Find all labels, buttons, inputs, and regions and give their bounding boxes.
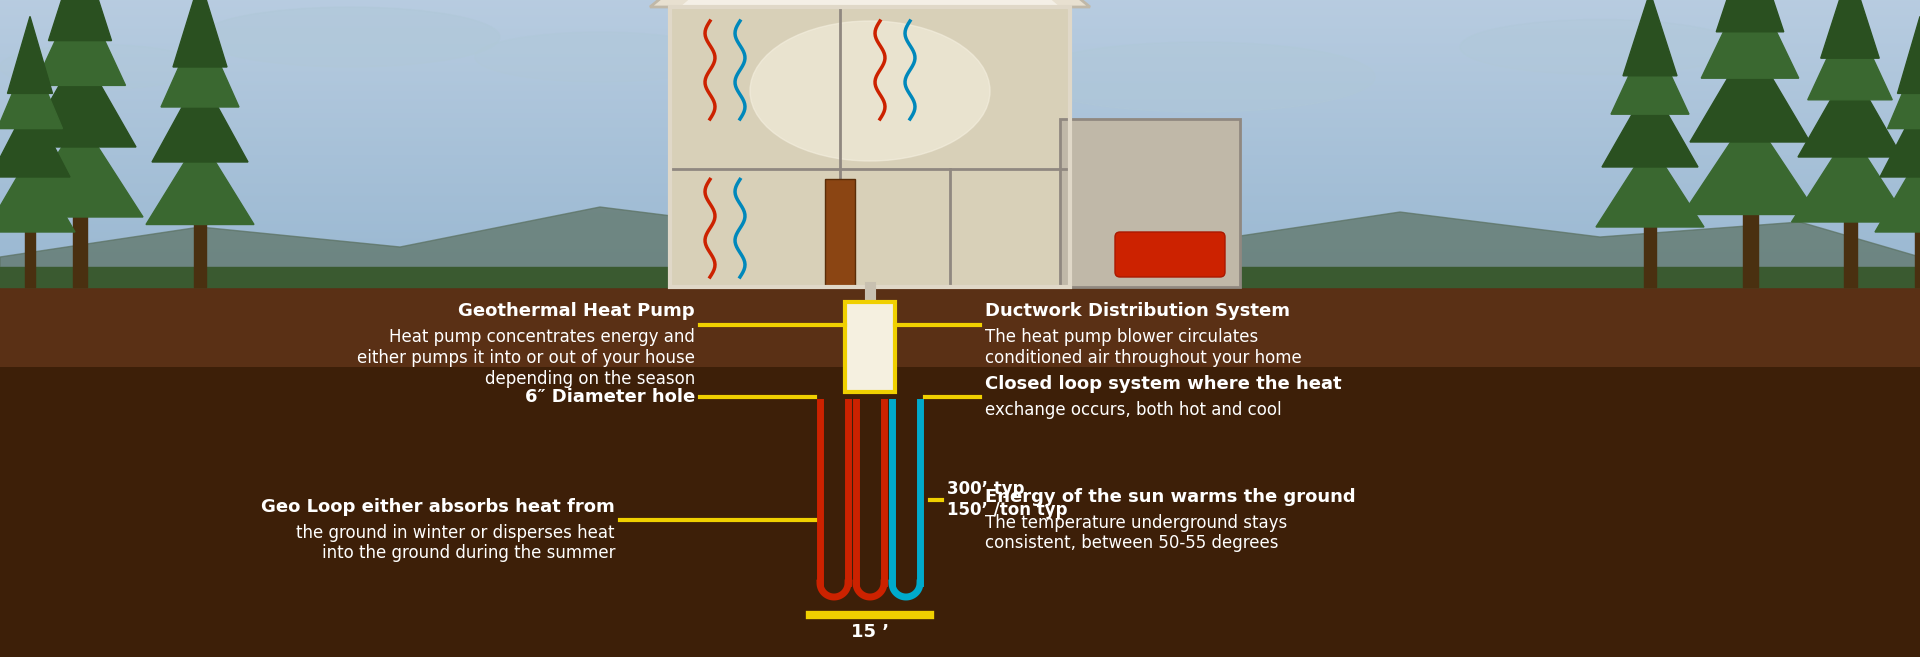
Polygon shape: [1622, 0, 1676, 76]
Polygon shape: [0, 100, 69, 177]
Polygon shape: [680, 0, 1060, 7]
Text: Energy of the sun warms the ground: Energy of the sun warms the ground: [985, 487, 1356, 505]
Polygon shape: [1596, 143, 1705, 227]
Polygon shape: [1820, 0, 1880, 58]
Ellipse shape: [474, 32, 726, 82]
Polygon shape: [1716, 0, 1784, 32]
Polygon shape: [1791, 131, 1908, 222]
Polygon shape: [35, 0, 125, 85]
Polygon shape: [48, 0, 111, 41]
Ellipse shape: [751, 21, 991, 161]
Bar: [0, 287, 1920, 657]
Text: the ground in winter or disperses heat
into the ground during the summer: the ground in winter or disperses heat i…: [296, 524, 614, 562]
Text: 300’ typ
150’ /ton typ: 300’ typ 150’ /ton typ: [947, 480, 1068, 519]
Bar: [1060, 119, 1240, 287]
Polygon shape: [146, 137, 253, 225]
Polygon shape: [161, 20, 238, 107]
Polygon shape: [152, 74, 248, 162]
Polygon shape: [1797, 66, 1903, 157]
Text: Geothermal Heat Pump: Geothermal Heat Pump: [459, 302, 695, 321]
Ellipse shape: [200, 7, 499, 67]
Text: Ductwork Distribution System: Ductwork Distribution System: [985, 302, 1290, 321]
Polygon shape: [0, 155, 75, 232]
Bar: [845, 302, 895, 392]
Bar: [670, 7, 1069, 287]
Text: exchange occurs, both hot and cool: exchange occurs, both hot and cool: [985, 401, 1283, 419]
Text: 15 ’: 15 ’: [851, 623, 889, 641]
Ellipse shape: [0, 45, 200, 89]
Polygon shape: [1701, 0, 1799, 78]
Polygon shape: [0, 52, 63, 129]
Polygon shape: [1682, 113, 1818, 214]
Polygon shape: [1809, 9, 1893, 100]
Ellipse shape: [1459, 20, 1740, 74]
Polygon shape: [651, 0, 1091, 7]
Text: The heat pump blower circulates
conditioned air throughout your home: The heat pump blower circulates conditio…: [985, 328, 1302, 367]
Bar: [826, 179, 854, 287]
FancyBboxPatch shape: [1116, 232, 1225, 277]
Bar: [0, 287, 1920, 367]
Ellipse shape: [801, 0, 1000, 37]
Text: 6″ Diameter hole: 6″ Diameter hole: [524, 388, 695, 406]
Polygon shape: [17, 119, 142, 217]
Text: Heat pump concentrates energy and
either pumps it into or out of your house
depe: Heat pump concentrates energy and either…: [357, 328, 695, 388]
Text: The temperature underground stays
consistent, between 50-55 degrees: The temperature underground stays consis…: [985, 514, 1286, 553]
Polygon shape: [1690, 41, 1811, 142]
Polygon shape: [1601, 83, 1697, 167]
Ellipse shape: [1025, 42, 1375, 112]
Polygon shape: [1887, 52, 1920, 129]
Text: Geo Loop either absorbs heat from: Geo Loop either absorbs heat from: [261, 497, 614, 516]
Polygon shape: [23, 49, 136, 147]
Bar: [670, 7, 1069, 287]
Polygon shape: [1880, 100, 1920, 177]
Polygon shape: [1611, 30, 1690, 114]
Polygon shape: [1897, 16, 1920, 93]
Polygon shape: [8, 16, 52, 93]
Polygon shape: [1876, 155, 1920, 232]
Polygon shape: [173, 0, 227, 67]
Text: Closed loop system where the heat: Closed loop system where the heat: [985, 375, 1342, 393]
